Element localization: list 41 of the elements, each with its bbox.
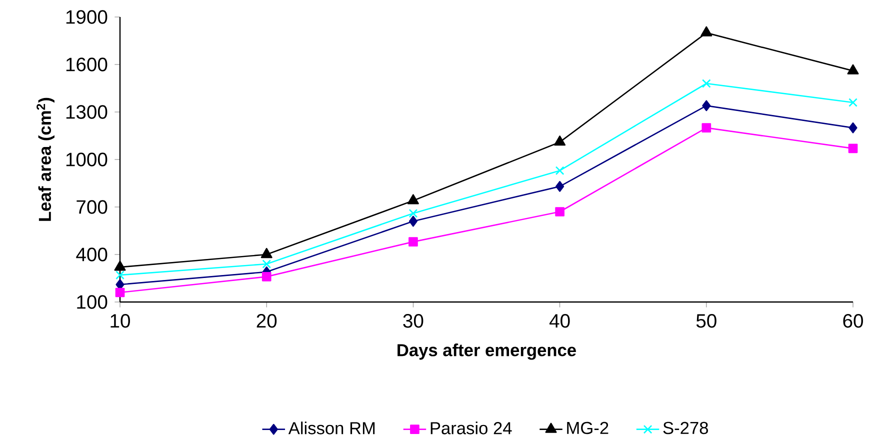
point [848, 98, 858, 107]
y-tick-label: 1900 [66, 10, 108, 24]
point [114, 260, 126, 271]
x-tick-label: 30 [403, 314, 424, 328]
y-tick-label: 400 [76, 248, 108, 262]
point [700, 26, 712, 36]
point [407, 194, 419, 204]
point [408, 216, 418, 227]
point [555, 166, 564, 176]
point [262, 272, 272, 282]
point [408, 237, 418, 247]
point [260, 248, 272, 258]
point [555, 207, 564, 216]
point [848, 122, 858, 134]
point [848, 144, 858, 154]
legend-label: Alisson RM [288, 422, 375, 434]
x-tick-label: 10 [110, 314, 130, 328]
y-tick-label: 700 [76, 200, 108, 214]
point [702, 79, 711, 88]
y-tick-label: 1300 [66, 105, 108, 119]
point [554, 136, 566, 146]
point [408, 208, 418, 218]
legend-label: Parasio 24 [430, 422, 512, 434]
point [556, 180, 564, 192]
x-tick-label: 60 [843, 314, 863, 328]
y-tick-label: 1000 [66, 152, 108, 166]
point [702, 100, 711, 112]
x-tick-label: 20 [256, 314, 277, 328]
y-tick-label: 100 [77, 295, 108, 309]
y-tick-label: 1600 [66, 58, 108, 72]
x-axis-title: Days after emergence [398, 344, 576, 360]
point [847, 64, 859, 74]
point [115, 288, 125, 298]
y-axis-title: Leaf area (cm$^{2}$) [36, 98, 54, 221]
x-tick-label: 50 [696, 314, 716, 328]
point [116, 270, 124, 280]
point [262, 260, 272, 268]
legend-label: S-278 [663, 422, 708, 434]
x-tick-label: 40 [549, 314, 570, 328]
legend-label: MG-2 [567, 422, 608, 434]
point [702, 123, 712, 132]
